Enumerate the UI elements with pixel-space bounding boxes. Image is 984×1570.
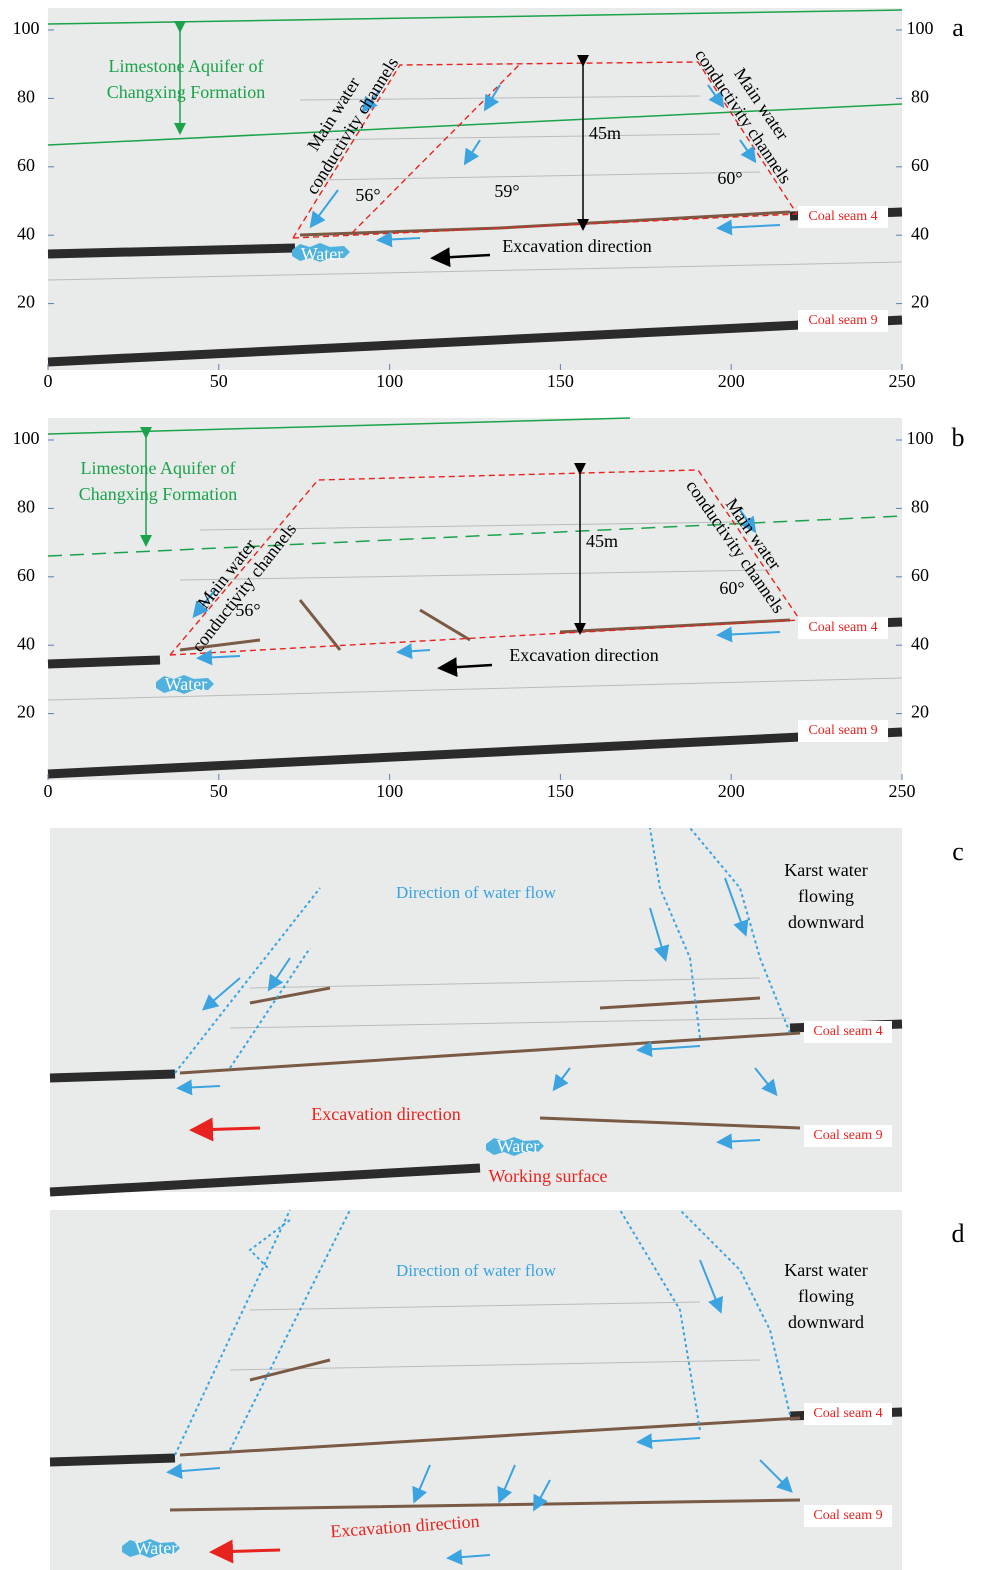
karst-label: flowing — [798, 886, 854, 906]
seam-label: Coal seam 4 — [813, 1024, 882, 1039]
y-tick-label: 100 — [907, 18, 934, 38]
seam-label: Coal seam 9 — [808, 313, 877, 328]
height-label: 45m — [586, 531, 618, 551]
aquifer-label: Changxing Formation — [107, 82, 266, 102]
y-tick-label: 40 — [17, 633, 35, 653]
figure: Water Limestone Aquifer of Changxing For… — [0, 0, 984, 1570]
y-tick-label: 20 — [911, 292, 929, 312]
x-tick-label: 250 — [889, 371, 916, 391]
x-tick-label: 100 — [376, 371, 403, 391]
aquifer-label: Limestone Aquifer of — [109, 56, 264, 76]
x-tick-label: 150 — [547, 371, 574, 391]
angle-label: 56° — [235, 600, 260, 620]
x-tick-label: 250 — [889, 781, 916, 801]
y-tick-label: 100 — [13, 18, 40, 38]
panel-letter: d — [952, 1219, 965, 1248]
y-tick-label: 40 — [17, 223, 35, 243]
karst-label: flowing — [798, 1286, 854, 1306]
y-tick-label: 80 — [17, 497, 35, 517]
angle-label: 60° — [719, 578, 744, 598]
x-tick-label: 50 — [210, 781, 228, 801]
karst-label: Karst water — [784, 1260, 867, 1280]
panel: Water Direction of water flow Karst wate… — [50, 828, 964, 1192]
water-label: Water — [135, 1538, 178, 1558]
y-tick-label: 80 — [17, 87, 35, 107]
y-tick-label: 80 — [911, 497, 929, 517]
angle-label: 56° — [355, 185, 380, 205]
x-tick-label: 0 — [44, 371, 53, 391]
y-tick-label: 60 — [17, 565, 35, 585]
y-tick-label: 20 — [911, 702, 929, 722]
y-tick-label: 40 — [911, 223, 929, 243]
y-tick-label: 100 — [13, 428, 40, 448]
y-tick-label: 60 — [17, 155, 35, 175]
karst-label: downward — [788, 1312, 864, 1332]
panel-letter: a — [952, 13, 964, 42]
seam-label: Coal seam 9 — [808, 723, 877, 738]
y-tick-label: 80 — [911, 87, 929, 107]
seam-label: Coal seam 4 — [808, 209, 877, 224]
x-tick-label: 0 — [44, 781, 53, 801]
seam-label: Coal seam 9 — [813, 1128, 882, 1143]
excavation-label: Excavation direction — [311, 1104, 460, 1124]
water-label: Water — [165, 674, 208, 694]
seam-label: Coal seam 4 — [808, 620, 877, 635]
y-tick-label: 20 — [17, 702, 35, 722]
working-surface-label: Working surface — [488, 1166, 607, 1186]
water-label: Water — [301, 244, 344, 264]
flow-label: Direction of water flow — [396, 883, 557, 902]
seam-label: Coal seam 4 — [813, 1406, 882, 1421]
panel-letter: b — [952, 423, 965, 452]
x-tick-label: 200 — [718, 371, 745, 391]
angle-label: 59° — [494, 181, 519, 201]
height-label: 45m — [589, 123, 621, 143]
y-tick-label: 60 — [911, 565, 929, 585]
y-tick-label: 40 — [911, 633, 929, 653]
flow-label: Direction of water flow — [396, 1261, 557, 1280]
karst-label: Karst water — [784, 860, 867, 880]
panel: Water Direction of water flow Karst wate… — [50, 1210, 965, 1570]
seam-label: Coal seam 9 — [813, 1508, 882, 1523]
y-tick-label: 60 — [911, 155, 929, 175]
water-label: Water — [497, 1136, 540, 1156]
excavation-label: Excavation direction — [502, 236, 651, 256]
karst-label: downward — [788, 912, 864, 932]
aquifer-label: Changxing Formation — [79, 484, 238, 504]
x-tick-label: 50 — [210, 371, 228, 391]
panel-letter: c — [952, 837, 964, 866]
excavation-label: Excavation direction — [509, 645, 658, 665]
panel: Water Limestone Aquifer of Changxing For… — [13, 8, 965, 391]
y-tick-label: 20 — [17, 292, 35, 312]
panel: Water Limestone Aquifer of Changxing For… — [13, 418, 965, 801]
angle-label: 60° — [717, 168, 742, 188]
x-tick-label: 200 — [718, 781, 745, 801]
y-tick-label: 100 — [907, 428, 934, 448]
x-tick-label: 150 — [547, 781, 574, 801]
x-tick-label: 100 — [376, 781, 403, 801]
aquifer-label: Limestone Aquifer of — [81, 458, 236, 478]
